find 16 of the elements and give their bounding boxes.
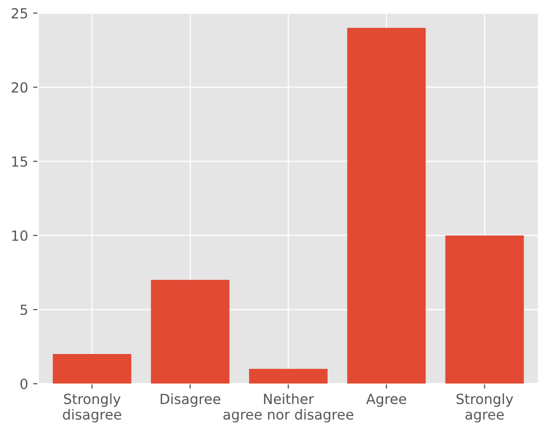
y-tick-label: 10	[12, 230, 28, 241]
x-tick-label: Strongly agree	[456, 393, 514, 422]
x-tick-label: Disagree	[160, 393, 220, 407]
y-tick-label: 0	[20, 378, 28, 390]
bar	[52, 354, 132, 384]
x-tick-label: Strongly disagree	[62, 393, 122, 422]
y-tick-label: 25	[12, 8, 28, 19]
x-tick-label: Neither agree nor disagree	[223, 393, 354, 422]
bar	[249, 368, 328, 384]
y-tick-label: 5	[20, 304, 28, 316]
y-tick-label: 20	[12, 82, 28, 93]
y-tick-label: 15	[12, 156, 28, 167]
x-tick-label: Agree	[366, 394, 406, 407]
bar	[347, 28, 426, 384]
bar	[445, 235, 524, 384]
bar	[150, 280, 230, 384]
